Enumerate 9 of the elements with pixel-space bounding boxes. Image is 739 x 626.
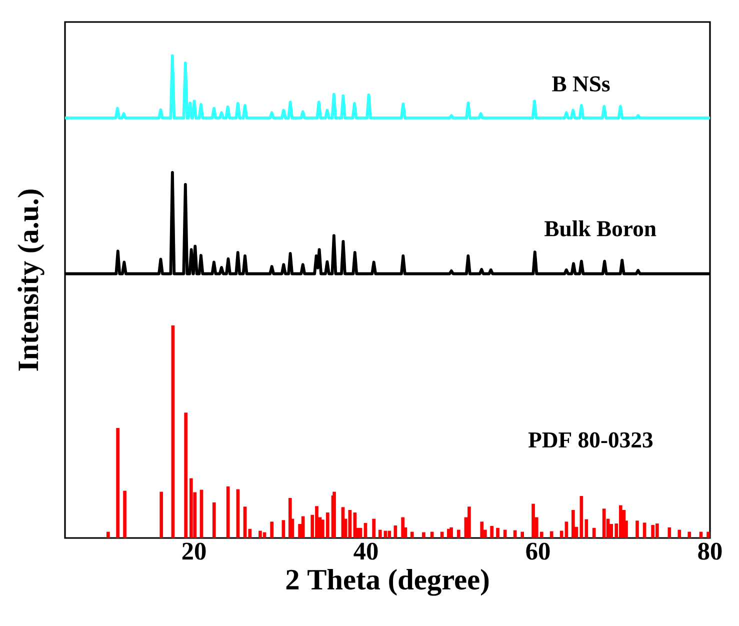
x-tick-label: 80 (698, 542, 722, 560)
series-label: B NSs (552, 76, 610, 92)
y-axis-title: Intensity (a.u.) (18, 190, 44, 371)
x-tick-label: 20 (182, 542, 206, 560)
text: PDF 80-0323 (528, 432, 653, 448)
x-tick-label: 40 (354, 542, 378, 560)
series-label: Bulk Boron (544, 220, 656, 236)
x-tick-label: 60 (526, 542, 550, 560)
x-axis-title: 2 Theta (degree) (286, 568, 489, 596)
